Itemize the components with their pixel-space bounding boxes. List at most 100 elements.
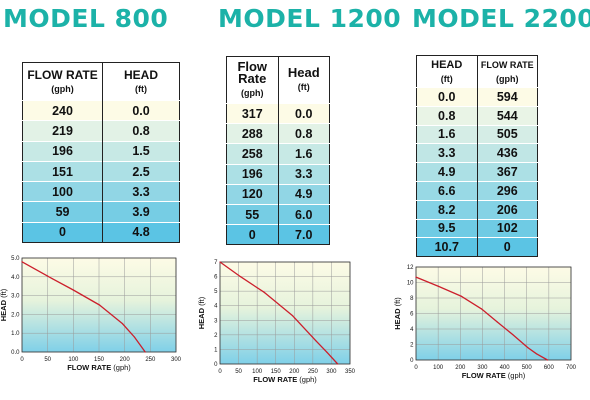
data-point [461, 295, 463, 298]
table-cell: 0.8 [277, 123, 330, 144]
y-axis-label: HEAD (ft) [0, 288, 8, 321]
x-tick-label: 0 [218, 369, 222, 375]
table-cell: 258 [226, 143, 278, 165]
table-cell: 296 [476, 180, 538, 201]
y-tick-label: 0 [214, 362, 218, 368]
y-tick-label: 1.0 [11, 331, 20, 337]
x-tick-label: 350 [345, 369, 356, 375]
table-row: 196 3.3 [226, 163, 330, 185]
x-tick-label: 250 [145, 357, 156, 363]
table-cell: 0.8 [102, 120, 180, 142]
table-cell: 317 [226, 102, 278, 124]
x-tick-label: 200 [289, 369, 300, 375]
header-flow-rate: FLOW RATE (gph) [27, 67, 98, 94]
model-800-title: MODEL 800 [3, 4, 169, 33]
x-tick-label: 400 [500, 365, 511, 371]
x-axis-label: FLOW RATE (gph) [462, 371, 526, 380]
x-axis-label: FLOW RATE (gph) [67, 363, 131, 372]
table-cell: 3.3 [102, 181, 180, 202]
data-point [535, 353, 538, 355]
x-tick-label: 50 [44, 357, 51, 363]
x-tick-label: 100 [68, 357, 79, 363]
table-cell: 0.0 [277, 102, 330, 124]
x-tick-label: 100 [433, 365, 444, 371]
table-row: 1.6 505 [416, 124, 538, 144]
y-tick-label: 0.0 [11, 350, 20, 356]
table-cell: 219 [22, 120, 103, 142]
x-tick-label: 150 [94, 357, 105, 363]
data-point [415, 276, 417, 278]
y-tick-label: 3 [214, 318, 218, 324]
table-cell: 4.9 [416, 162, 477, 182]
data-point [51, 278, 53, 280]
y-tick-label: 6 [214, 275, 218, 281]
table-cell: 0.8 [416, 105, 477, 126]
table-cell: 6.6 [416, 180, 477, 201]
y-tick-label: 5.0 [11, 256, 20, 262]
table-cell: 3.3 [416, 143, 477, 163]
table-row: 10.7 0 [416, 237, 538, 257]
table-cell: 0 [476, 237, 538, 257]
model-1200-title: MODEL 1200 [218, 4, 402, 33]
y-tick-label: 4.0 [11, 275, 20, 281]
table-cell: 3.9 [102, 201, 180, 223]
model-2200-title: MODEL 2200 [412, 4, 590, 33]
data-point [263, 292, 266, 294]
data-point [144, 351, 146, 353]
table-row: 288 0.8 [226, 123, 330, 144]
table-cell: 0.0 [416, 87, 477, 107]
table-cell: 594 [476, 87, 538, 107]
data-point [546, 359, 549, 361]
table-row: 196 1.5 [22, 140, 180, 162]
table-cell: 102 [476, 218, 538, 238]
data-point [527, 347, 529, 349]
plot-frame [219, 261, 351, 365]
table-row: 151 2.5 [22, 160, 180, 182]
table-header: FLOW RATE (gph) HEAD (ft) [22, 62, 180, 101]
header-flow-rate: FLOW RATE (gph) [476, 55, 538, 88]
table-cell: 240 [22, 99, 103, 121]
y-tick-label: 7 [214, 260, 218, 266]
data-point [72, 289, 74, 291]
table-row: 219 0.8 [22, 120, 180, 142]
x-tick-label: 50 [235, 369, 242, 375]
y-tick-label: 8 [410, 296, 414, 302]
y-tick-label: 4 [214, 304, 218, 310]
y-tick-label: 3.0 [11, 294, 20, 300]
x-tick-label: 0 [20, 357, 24, 363]
y-tick-label: 0 [410, 358, 414, 364]
table-cell: 4.8 [102, 221, 180, 243]
table-row: 6.6 296 [416, 180, 538, 201]
y-tick-label: 12 [407, 265, 414, 271]
data-point [437, 285, 440, 287]
table-cell: 288 [226, 123, 278, 144]
x-tick-label: 500 [522, 365, 533, 371]
x-tick-label: 300 [477, 365, 488, 371]
x-tick-label: 300 [326, 369, 337, 375]
y-tick-label: 6 [410, 312, 414, 318]
table-cell: 196 [22, 140, 103, 162]
x-tick-label: 700 [566, 365, 577, 371]
data-point [511, 333, 514, 336]
table-cell: 151 [22, 160, 103, 182]
table-header: HEAD (ft) FLOW RATE (gph) [416, 55, 538, 88]
model-2200-table: HEAD (ft) FLOW RATE (gph) 0.0 594 0.8 544 1.6 5… [416, 55, 538, 258]
table-row: 59 3.9 [22, 201, 180, 223]
data-point [133, 336, 136, 338]
table-row: 8.2 206 [416, 199, 538, 220]
table-cell: 6.0 [277, 203, 330, 225]
data-point [21, 261, 23, 263]
y-tick-label: 1 [214, 347, 218, 353]
table-cell: 3.3 [277, 163, 330, 185]
table-cell: 436 [476, 143, 538, 163]
x-tick-label: 250 [308, 369, 319, 375]
table-row: 0 7.0 [226, 224, 330, 245]
table-cell: 544 [476, 105, 538, 126]
table-row: 0 4.8 [22, 221, 180, 243]
table-cell: 1.6 [277, 143, 330, 165]
table-cell: 10.7 [416, 237, 477, 257]
x-tick-label: 200 [455, 365, 466, 371]
table-cell: 4.9 [277, 183, 330, 205]
table-cell: 9.5 [416, 218, 477, 238]
